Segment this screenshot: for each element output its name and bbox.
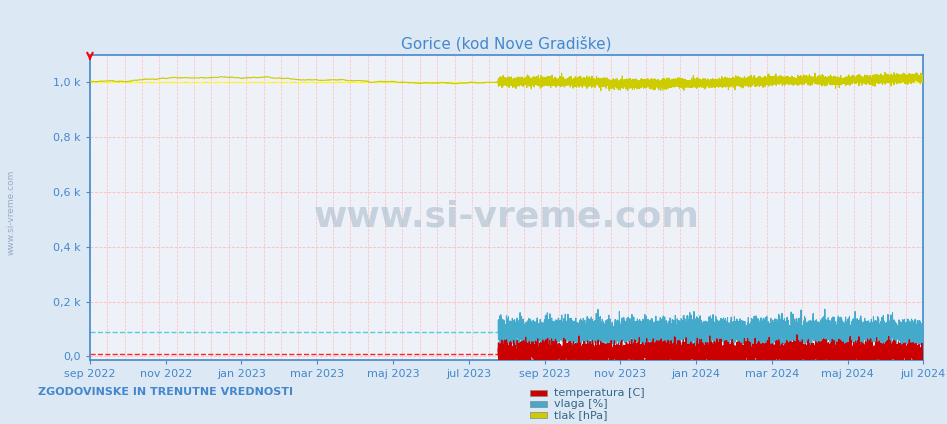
- Text: www.si-vreme.com: www.si-vreme.com: [313, 200, 700, 234]
- Text: www.si-vreme.com: www.si-vreme.com: [7, 169, 16, 255]
- Text: vlaga [%]: vlaga [%]: [554, 399, 608, 410]
- Text: ZGODOVINSKE IN TRENUTNE VREDNOSTI: ZGODOVINSKE IN TRENUTNE VREDNOSTI: [38, 387, 293, 397]
- Text: tlak [hPa]: tlak [hPa]: [554, 410, 607, 421]
- Title: Gorice (kod Nove Gradiške): Gorice (kod Nove Gradiške): [402, 36, 612, 51]
- Text: temperatura [C]: temperatura [C]: [554, 388, 645, 399]
